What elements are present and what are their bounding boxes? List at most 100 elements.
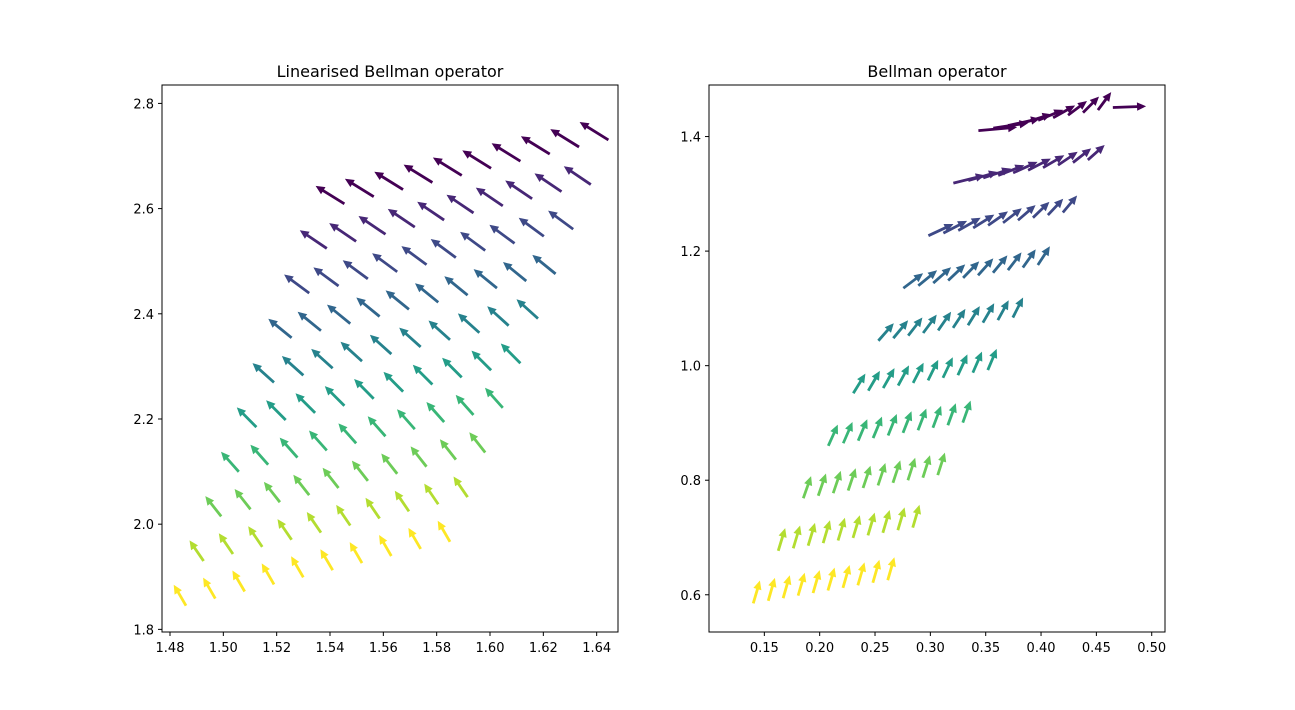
right-quiver-arrow [806, 522, 817, 547]
right-quiver-arrow [956, 354, 968, 376]
right-quiver-arrow [916, 408, 927, 431]
right-quiver-arrow [826, 567, 837, 591]
right-quiver-arrow [852, 373, 866, 394]
left-quiver-arrow [491, 143, 522, 163]
right-quiver-arrow [891, 460, 902, 484]
left-quiver-arrow [457, 313, 481, 334]
right-quiver-arrow [971, 351, 983, 374]
left-quiver-arrow [424, 483, 440, 505]
right-quiver-arrow [931, 405, 942, 429]
right-quiver-arrow [947, 264, 966, 282]
right-quiver-arrow [967, 170, 998, 182]
left-quiver-arrow [485, 387, 504, 409]
left-quiver-arrow [534, 173, 563, 193]
right-quiver-arrow [972, 214, 995, 230]
right-quiver-arrow [821, 520, 832, 544]
right-x-tick-label: 0.30 [916, 641, 945, 656]
right-quiver-arrow [766, 577, 777, 602]
left-quiver-arrow [385, 290, 410, 311]
left-quiver-arrow [381, 453, 399, 475]
right-quiver-arrow [831, 470, 842, 494]
right-quiver-arrow [1006, 252, 1022, 271]
left-quiver-arrow [369, 334, 393, 356]
left-quiver-arrow [356, 297, 381, 318]
left-quiver-arrow [324, 386, 346, 407]
left-quiver-arrow [315, 185, 346, 205]
left-quiver-arrow [469, 432, 487, 454]
right-quiver-arrow [926, 359, 939, 381]
left-quiver-arrow [189, 540, 205, 562]
left-quiver-arrow [426, 402, 446, 423]
right-quiver-arrow [866, 512, 877, 536]
left-quiver-arrow [248, 526, 264, 548]
left-quiver-arrow [268, 318, 293, 339]
left-quiver-arrow [173, 584, 188, 607]
left-quiver-arrow [279, 437, 299, 459]
left-quiver-arrow [439, 439, 457, 461]
right-plot-area [709, 85, 1165, 632]
left-x-tick-label: 1.56 [369, 641, 398, 656]
right-y-tick-label: 0.8 [680, 474, 701, 489]
left-quiver-arrow [236, 407, 258, 429]
left-quiver-arrow [358, 216, 387, 236]
left-quiver-arrow [221, 451, 240, 473]
right-quiver-arrow [751, 580, 762, 604]
left-quiver-arrow [563, 166, 592, 186]
right-y-tick-label: 1.4 [680, 131, 701, 146]
left-quiver-arrow [428, 320, 451, 341]
left-quiver-arrow [295, 393, 317, 414]
right-quiver-arrow [1067, 101, 1087, 117]
left-quiver-arrow [417, 201, 445, 222]
left-quiver-arrow [349, 542, 364, 564]
left-quiver-arrow [218, 533, 235, 555]
left-quiver-arrow [266, 400, 287, 421]
left-quiver-arrow [432, 157, 463, 177]
left-y-tick-label: 1.8 [133, 623, 154, 638]
right-y-tick-label: 1.0 [680, 360, 701, 375]
right-quiver-arrow [886, 557, 896, 581]
right-x-tick-label: 0.45 [1082, 641, 1111, 656]
left-quiver-arrow [394, 490, 411, 513]
left-axes-frame [161, 84, 619, 633]
right-quiver-arrow [811, 570, 822, 594]
right-quiver-arrow [911, 362, 924, 384]
right-quiver-arrows [751, 92, 1147, 604]
right-quiver-arrow [932, 267, 952, 285]
right-quiver-arrow [966, 306, 980, 326]
left-quiver-arrow [309, 430, 328, 452]
left-quiver-arrow [403, 164, 434, 184]
right-quiver-arrow [1032, 201, 1050, 219]
left-quiver-arrow [387, 208, 416, 229]
right-quiver-arrow [906, 457, 917, 481]
left-quiver-arrows [173, 122, 610, 607]
right-quiver-arrow [871, 416, 883, 439]
right-quiver-arrow [911, 504, 921, 528]
right-quiver-arrow [867, 370, 880, 392]
left-quiver-arrow [399, 327, 422, 348]
left-x-tick-label: 1.64 [582, 641, 611, 656]
right-quiver-arrow [877, 323, 894, 342]
right-quiver-arrow [981, 303, 995, 324]
right-axis-ticks: 0.15 0.20 0.25 0.30 0.35 0.40 0.45 0.50 0.6 0.8 1.… [680, 131, 1166, 656]
left-quiver-arrow [401, 246, 428, 266]
right-x-tick-label: 0.20 [805, 641, 834, 656]
left-quiver-arrow [410, 446, 428, 468]
right-quiver-arrow [886, 414, 898, 436]
left-chart-title: Linearised Bellman operator [277, 62, 504, 81]
right-quiver-arrow [1086, 145, 1105, 161]
right-quiver-arrow [1021, 249, 1036, 269]
left-quiver-arrow [444, 276, 469, 297]
right-quiver-arrow [927, 224, 954, 237]
left-subplot: 1.48 1.50 1.52 1.54 1.56 1.58 1.60 1.62 1.64 1.8 2… [133, 62, 619, 656]
left-quiver-arrow [329, 223, 357, 243]
left-quiver-arrow [548, 210, 574, 231]
left-quiver-arrow [408, 527, 422, 550]
left-quiver-arrow [351, 460, 369, 482]
left-quiver-arrow [261, 563, 276, 586]
right-chart-title: Bellman operator [867, 62, 1007, 81]
left-x-tick-label: 1.50 [209, 641, 238, 656]
right-quiver-arrow [901, 411, 913, 434]
right-quiver-arrow [946, 403, 957, 426]
left-quiver-arrow [299, 230, 328, 250]
left-x-tick-label: 1.60 [476, 641, 505, 656]
